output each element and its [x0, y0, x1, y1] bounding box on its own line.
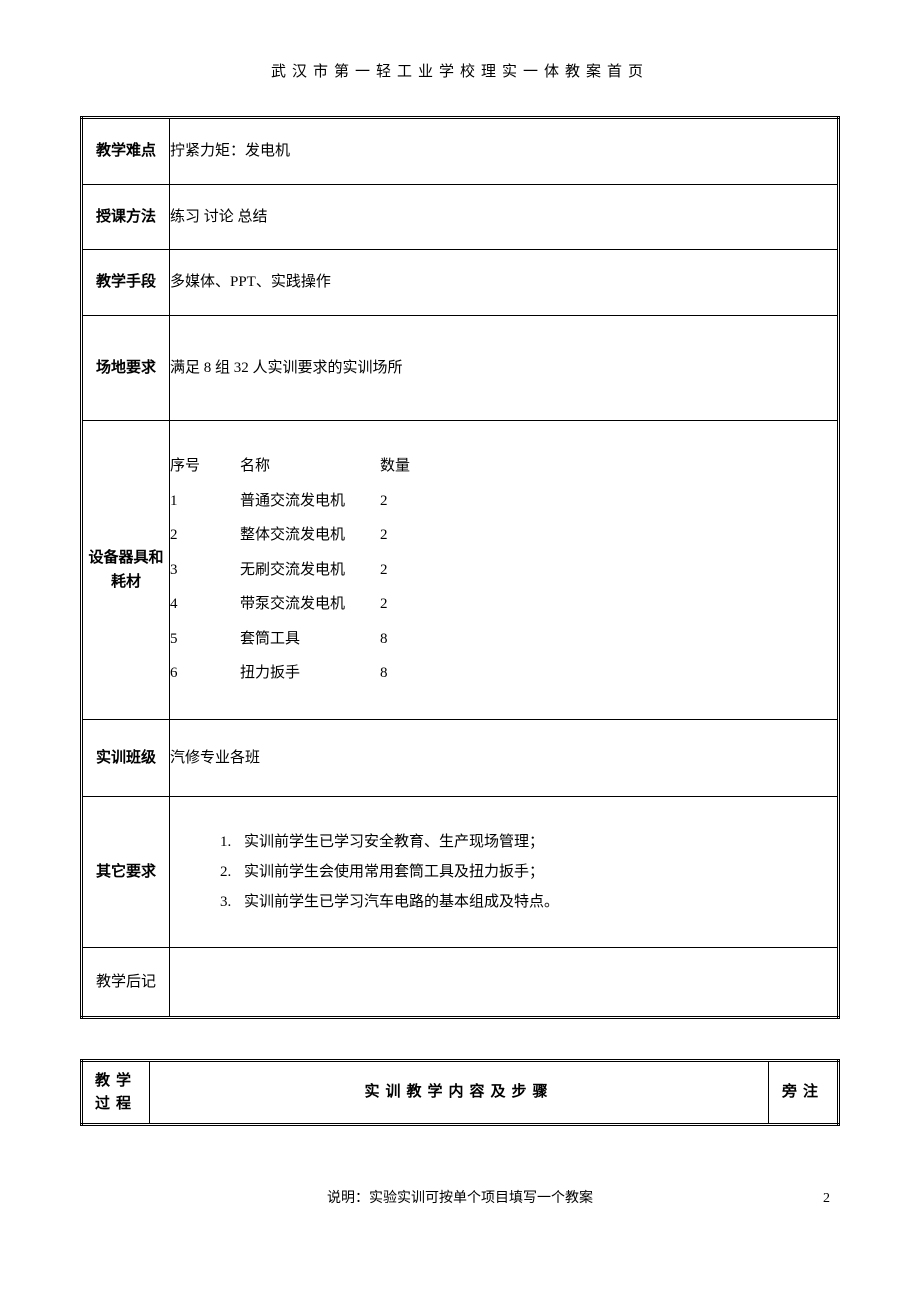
equipment-row: 4 带泵交流发电机 2	[170, 587, 440, 622]
label-postscript: 教学后记	[82, 948, 170, 1018]
process-header-process: 教学过程	[82, 1061, 150, 1125]
process-header-note: 旁注	[769, 1061, 839, 1125]
row-method: 授课方法 练习 讨论 总结	[82, 184, 839, 250]
equipment-no: 3	[170, 553, 240, 588]
value-class: 汽修专业各班	[170, 719, 839, 797]
equipment-name: 套筒工具	[240, 622, 380, 657]
other-item: 3.实训前学生已学习汽车电路的基本组成及特点。	[220, 887, 837, 917]
equipment-name: 扭力扳手	[240, 656, 380, 691]
value-postscript	[170, 948, 839, 1018]
row-postscript: 教学后记	[82, 948, 839, 1018]
equipment-no: 1	[170, 484, 240, 519]
other-item: 1.实训前学生已学习安全教育、生产现场管理；	[220, 827, 837, 857]
equipment-qty: 2	[380, 484, 440, 519]
label-method: 授课方法	[82, 184, 170, 250]
value-other: 1.实训前学生已学习安全教育、生产现场管理； 2.实训前学生会使用常用套筒工具及…	[170, 797, 839, 948]
process-header-content: 实训教学内容及步骤	[150, 1061, 769, 1125]
label-means: 教学手段	[82, 250, 170, 316]
row-means: 教学手段 多媒体、PPT、实践操作	[82, 250, 839, 316]
equipment-no: 4	[170, 587, 240, 622]
value-venue: 满足 8 组 32 人实训要求的实训场所	[170, 315, 839, 421]
row-class: 实训班级 汽修专业各班	[82, 719, 839, 797]
equipment-qty: 2	[380, 518, 440, 553]
row-equipment: 设备器具和耗材 序号 名称 数量 1 普通交流发电机 2 2 整体交流发电机 2	[82, 421, 839, 720]
label-equipment: 设备器具和耗材	[82, 421, 170, 720]
equipment-row: 1 普通交流发电机 2	[170, 484, 440, 519]
label-difficulty: 教学难点	[82, 118, 170, 185]
equipment-qty: 8	[380, 656, 440, 691]
equipment-no: 5	[170, 622, 240, 657]
equipment-inner-table: 序号 名称 数量 1 普通交流发电机 2 2 整体交流发电机 2 3 无刷交流发…	[170, 449, 440, 691]
equipment-header-no: 序号	[170, 449, 240, 484]
label-other: 其它要求	[82, 797, 170, 948]
equipment-name: 整体交流发电机	[240, 518, 380, 553]
equipment-name: 带泵交流发电机	[240, 587, 380, 622]
equipment-header-name: 名称	[240, 449, 380, 484]
equipment-header-row: 序号 名称 数量	[170, 449, 440, 484]
page-number: 2	[823, 1191, 830, 1207]
row-other: 其它要求 1.实训前学生已学习安全教育、生产现场管理； 2.实训前学生会使用常用…	[82, 797, 839, 948]
equipment-no: 6	[170, 656, 240, 691]
value-difficulty: 拧紧力矩：发电机	[170, 118, 839, 185]
equipment-header-qty: 数量	[380, 449, 440, 484]
equipment-qty: 8	[380, 622, 440, 657]
other-item-text: 实训前学生已学习安全教育、生产现场管理；	[244, 834, 544, 850]
equipment-qty: 2	[380, 553, 440, 588]
equipment-row: 2 整体交流发电机 2	[170, 518, 440, 553]
process-table: 教学过程 实训教学内容及步骤 旁注	[80, 1059, 840, 1126]
value-means: 多媒体、PPT、实践操作	[170, 250, 839, 316]
other-item-text: 实训前学生已学习汽车电路的基本组成及特点。	[244, 894, 559, 910]
page-header: 武汉市第一轻工业学校理实一体教案首页	[80, 60, 840, 81]
main-lesson-table: 教学难点 拧紧力矩：发电机 授课方法 练习 讨论 总结 教学手段 多媒体、PPT…	[80, 116, 840, 1019]
other-item-text: 实训前学生会使用常用套筒工具及扭力扳手；	[244, 864, 544, 880]
label-class: 实训班级	[82, 719, 170, 797]
value-method: 练习 讨论 总结	[170, 184, 839, 250]
equipment-row: 5 套筒工具 8	[170, 622, 440, 657]
other-requirements-list: 1.实训前学生已学习安全教育、生产现场管理； 2.实训前学生会使用常用套筒工具及…	[170, 827, 837, 917]
equipment-qty: 2	[380, 587, 440, 622]
value-equipment: 序号 名称 数量 1 普通交流发电机 2 2 整体交流发电机 2 3 无刷交流发…	[170, 421, 839, 720]
equipment-row: 6 扭力扳手 8	[170, 656, 440, 691]
process-header-row: 教学过程 实训教学内容及步骤 旁注	[82, 1061, 839, 1125]
label-venue: 场地要求	[82, 315, 170, 421]
equipment-name: 无刷交流发电机	[240, 553, 380, 588]
other-item: 2.实训前学生会使用常用套筒工具及扭力扳手；	[220, 857, 837, 887]
row-venue: 场地要求 满足 8 组 32 人实训要求的实训场所	[82, 315, 839, 421]
equipment-name: 普通交流发电机	[240, 484, 380, 519]
footer-note: 说明：实验实训可按单个项目填写一个教案	[0, 1187, 920, 1207]
equipment-no: 2	[170, 518, 240, 553]
row-difficulty: 教学难点 拧紧力矩：发电机	[82, 118, 839, 185]
equipment-row: 3 无刷交流发电机 2	[170, 553, 440, 588]
